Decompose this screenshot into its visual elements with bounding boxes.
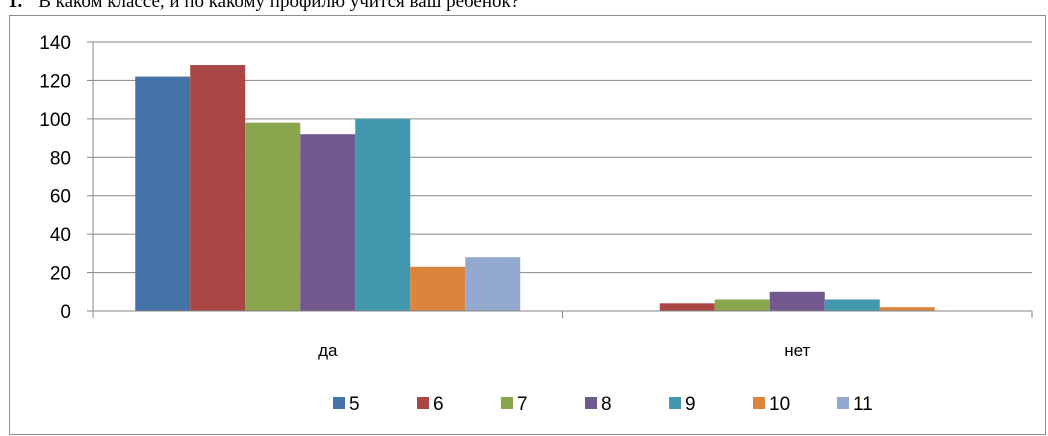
x-category-label: нет xyxy=(784,341,810,360)
legend-swatch xyxy=(417,397,429,409)
y-tick-label: 100 xyxy=(39,110,71,131)
legend-swatch xyxy=(669,397,681,409)
bar-нет-10 xyxy=(880,307,935,311)
legend-label: 11 xyxy=(853,394,873,415)
legend-label: 7 xyxy=(517,394,528,415)
y-tick-label: 120 xyxy=(39,71,71,92)
legend-swatch xyxy=(501,397,513,409)
legend-label: 9 xyxy=(685,394,696,415)
y-tick-label: 20 xyxy=(50,264,71,285)
bars xyxy=(135,65,935,311)
legend-label: 10 xyxy=(769,394,790,415)
bar-да-5 xyxy=(135,77,190,311)
bar-нет-7 xyxy=(715,299,770,311)
y-tick-label: 80 xyxy=(50,148,71,169)
bar-да-7 xyxy=(245,123,300,311)
legend-swatch xyxy=(837,397,849,409)
bar-да-10 xyxy=(410,267,465,311)
bar-нет-9 xyxy=(825,299,880,311)
legend-swatch xyxy=(753,397,765,409)
bar-да-6 xyxy=(190,65,245,311)
category-labels: да нет xyxy=(318,341,810,360)
y-axis-ticks: 0 20 40 60 80 100 120 140 xyxy=(39,33,93,323)
x-category-label: да xyxy=(318,341,338,360)
legend-label: 8 xyxy=(601,394,612,415)
legend-label: 6 xyxy=(433,394,444,415)
y-tick-label: 60 xyxy=(50,187,71,208)
y-tick-label: 0 xyxy=(60,302,71,323)
y-tick-label: 140 xyxy=(39,33,71,54)
bar-нет-8 xyxy=(770,292,825,311)
bar-нет-6 xyxy=(660,303,715,311)
legend: 5 6 7 8 9 10 11 xyxy=(333,394,873,415)
bar-да-8 xyxy=(300,134,355,311)
bar-да-11 xyxy=(465,257,520,311)
y-tick-label: 40 xyxy=(50,225,71,246)
bar-да-9 xyxy=(355,119,410,311)
legend-label: 5 xyxy=(349,394,360,415)
legend-swatch xyxy=(333,397,345,409)
legend-swatch xyxy=(585,397,597,409)
